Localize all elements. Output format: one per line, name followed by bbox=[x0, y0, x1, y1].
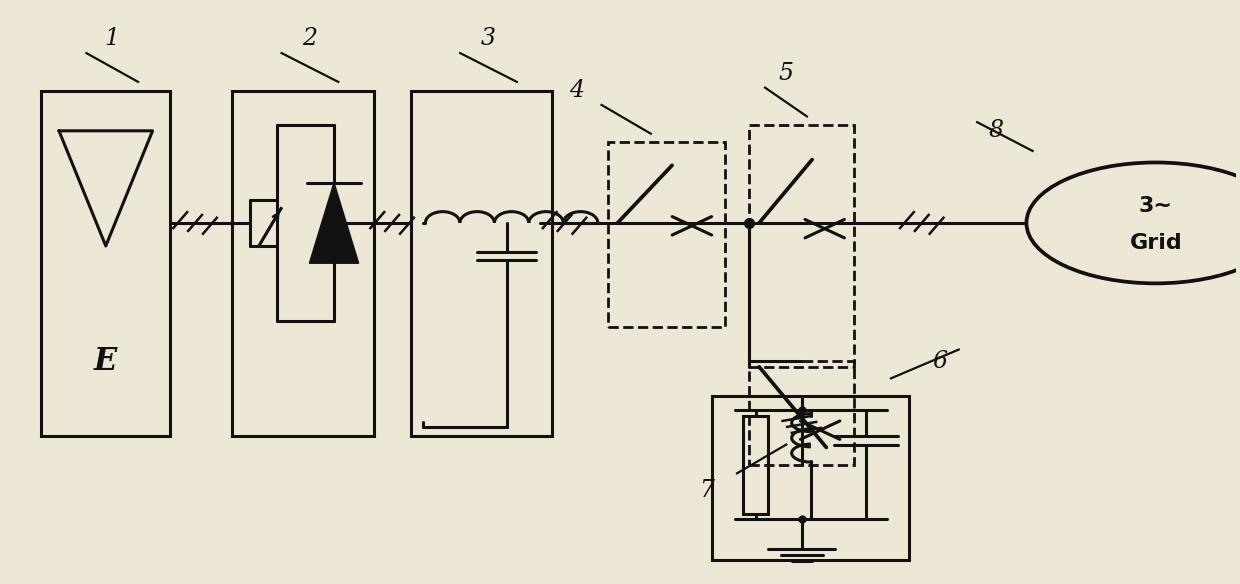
Text: 5: 5 bbox=[779, 62, 794, 85]
Text: 3: 3 bbox=[481, 27, 496, 50]
Bar bbox=[744, 416, 768, 514]
Text: 8: 8 bbox=[988, 119, 1003, 142]
Text: E: E bbox=[94, 346, 118, 377]
Text: 2: 2 bbox=[303, 27, 317, 50]
Bar bbox=[749, 361, 854, 465]
Bar bbox=[712, 395, 909, 559]
Bar bbox=[749, 125, 854, 367]
Polygon shape bbox=[309, 183, 358, 263]
Bar bbox=[410, 91, 552, 436]
Bar bbox=[608, 142, 724, 326]
Text: 4: 4 bbox=[569, 79, 584, 102]
Text: 1: 1 bbox=[104, 27, 120, 50]
Text: Grid: Grid bbox=[1130, 233, 1182, 253]
Text: 7: 7 bbox=[698, 479, 714, 502]
Bar bbox=[232, 91, 373, 436]
Text: 3~: 3~ bbox=[1138, 196, 1173, 215]
Bar bbox=[41, 91, 170, 436]
Text: 6: 6 bbox=[932, 350, 947, 373]
